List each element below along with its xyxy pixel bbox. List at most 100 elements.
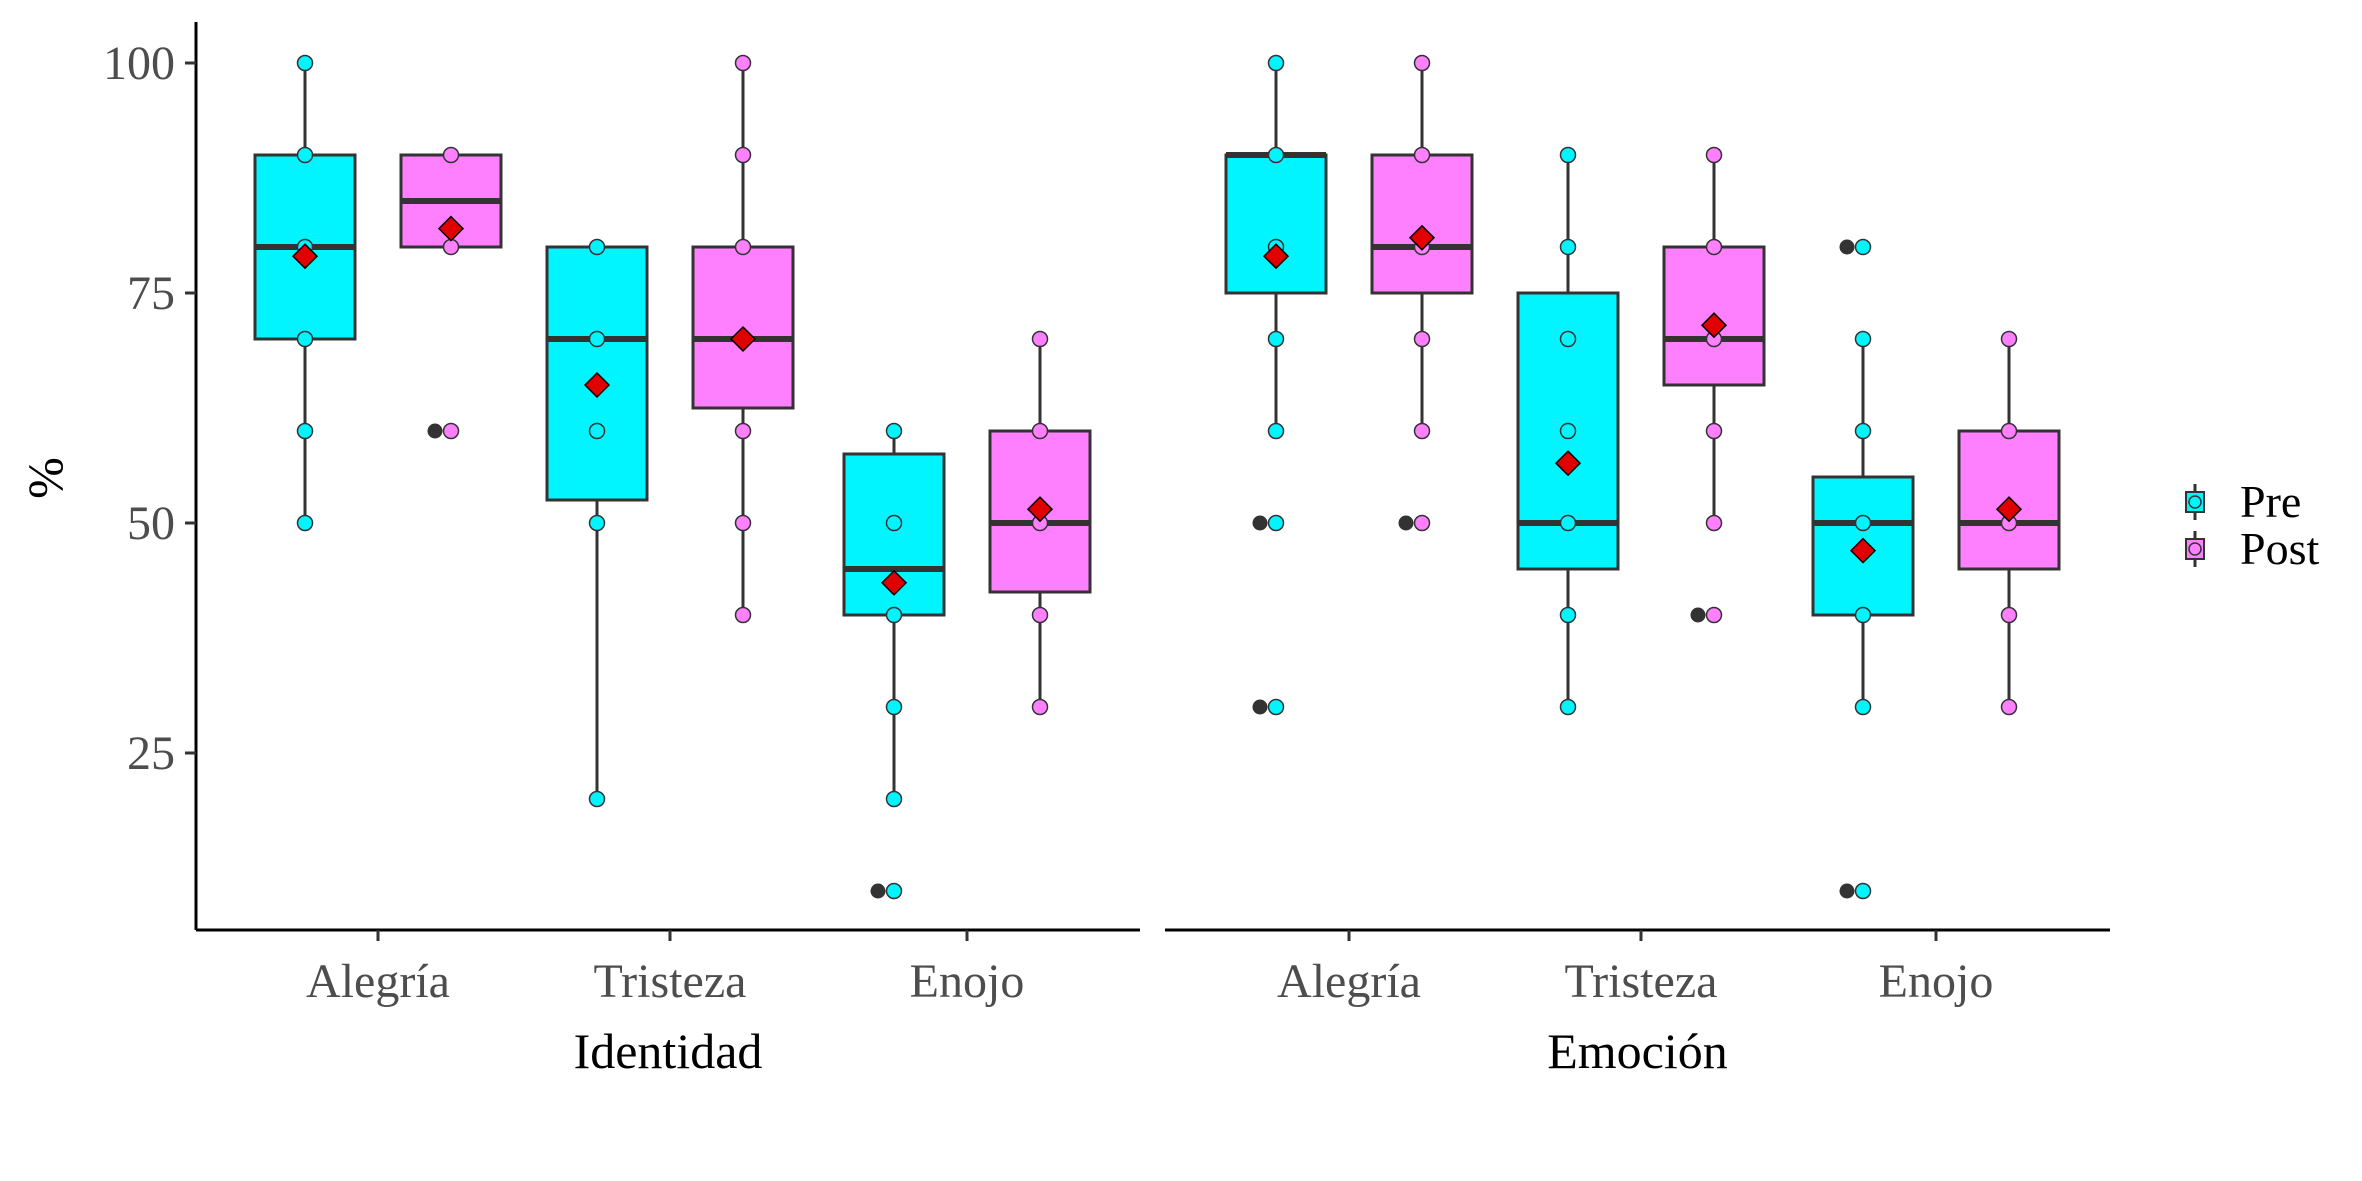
legend-entry-post: Post	[2185, 523, 2319, 574]
data-point	[734, 54, 752, 72]
x-axis-title: Emoción	[1547, 1023, 1728, 1079]
mean-marker	[437, 215, 465, 242]
data-point	[588, 330, 606, 348]
data-point	[885, 422, 903, 440]
data-point	[1031, 422, 1049, 440]
x-axis-title: Identidad	[574, 1023, 763, 1079]
mean-marker	[1700, 312, 1728, 339]
box-post	[399, 146, 503, 440]
data-point	[1854, 422, 1872, 440]
mean-marker	[1262, 243, 1290, 270]
data-point	[1031, 606, 1049, 624]
data-point	[1413, 514, 1431, 532]
data-point	[1413, 54, 1431, 72]
panels: Alegría Tristeza Enojo Identidad Alegría Tris…	[194, 22, 2110, 1079]
data-point	[1413, 422, 1431, 440]
data-point	[1705, 422, 1723, 440]
data-point	[296, 514, 314, 532]
outlier-point	[1839, 239, 1855, 255]
box-pre	[1516, 146, 1620, 716]
box-pre	[842, 422, 946, 900]
box-body	[1370, 153, 1474, 295]
data-point	[734, 146, 752, 164]
mean-marker	[880, 569, 908, 596]
legend-key-point	[2188, 495, 2202, 509]
outlier-point	[1690, 607, 1706, 623]
data-point	[296, 54, 314, 72]
mean-marker	[1849, 537, 1877, 564]
data-point	[296, 422, 314, 440]
data-point	[1267, 330, 1285, 348]
x-tick-label: Tristeza	[1565, 955, 1718, 1008]
data-point	[734, 514, 752, 532]
data-point	[1705, 146, 1723, 164]
data-point	[1267, 514, 1285, 532]
data-point	[588, 238, 606, 256]
data-point	[1031, 698, 1049, 716]
data-point	[442, 238, 460, 256]
box-post	[1957, 330, 2061, 716]
box-body	[1224, 153, 1328, 295]
data-point	[885, 698, 903, 716]
data-point	[1559, 422, 1577, 440]
x-tick-label: Enojo	[1879, 955, 1994, 1008]
outlier-point	[1398, 515, 1414, 531]
data-point	[442, 146, 460, 164]
data-point	[1705, 238, 1723, 256]
data-point	[1267, 698, 1285, 716]
outlier-point	[1252, 699, 1268, 715]
data-point	[1854, 882, 1872, 900]
mean-marker	[1026, 496, 1054, 523]
box-post	[1370, 54, 1474, 532]
data-point	[885, 514, 903, 532]
outlier-point	[870, 883, 886, 899]
panel-2: Alegría Tristeza Enojo Emoción	[1165, 54, 2110, 1079]
outlier-point	[1839, 883, 1855, 899]
data-point	[734, 422, 752, 440]
box-post	[1662, 146, 1766, 624]
data-point	[588, 790, 606, 808]
outlier-point	[1252, 515, 1268, 531]
data-point	[1559, 698, 1577, 716]
x-tick-label: Alegría	[306, 955, 450, 1008]
mean-marker	[291, 243, 319, 270]
mean-marker	[1995, 496, 2023, 523]
data-point	[1854, 330, 1872, 348]
mean-marker	[729, 325, 757, 353]
data-point	[2000, 698, 2018, 716]
y-tick-label: 50	[127, 497, 175, 550]
legend-entry-pre: Pre	[2185, 476, 2301, 527]
data-point	[1559, 330, 1577, 348]
data-point	[1559, 514, 1577, 532]
data-point	[734, 238, 752, 256]
box-pre	[1811, 238, 1915, 900]
data-point	[588, 514, 606, 532]
x-tick-label: Enojo	[910, 955, 1025, 1008]
data-point	[296, 146, 314, 164]
data-point	[1559, 238, 1577, 256]
data-point	[885, 882, 903, 900]
data-point	[442, 422, 460, 440]
data-point	[1854, 698, 1872, 716]
y-tick-label: 75	[127, 267, 175, 320]
y-axis: 25 50 75 100	[103, 37, 196, 780]
mean-marker	[1408, 224, 1436, 251]
box-pre	[253, 54, 357, 532]
legend-label: Pre	[2240, 476, 2301, 527]
data-point	[1854, 238, 1872, 256]
data-point	[1559, 146, 1577, 164]
y-tick-label: 25	[127, 727, 175, 780]
data-point	[2000, 422, 2018, 440]
data-point	[1267, 146, 1285, 164]
data-point	[885, 790, 903, 808]
data-point	[1413, 146, 1431, 164]
data-point	[2000, 606, 2018, 624]
box-post	[691, 54, 795, 624]
mean-marker	[1554, 450, 1582, 477]
data-point	[1559, 606, 1577, 624]
y-axis-title: %	[17, 457, 73, 499]
data-point	[588, 422, 606, 440]
data-point	[885, 606, 903, 624]
data-point	[296, 330, 314, 348]
